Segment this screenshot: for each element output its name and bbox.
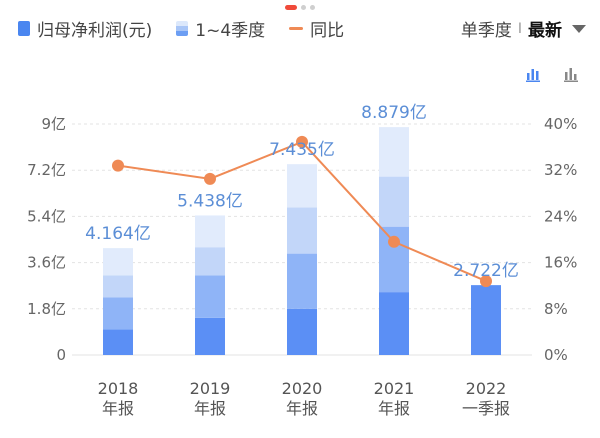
x-tick-label-report: 一季报 [462, 399, 510, 418]
bar-segment-q2 [103, 297, 133, 330]
y-left-tick-label: 9亿 [41, 115, 66, 133]
bar-total-label: 7.435亿 [269, 140, 335, 160]
legend-label-yoy: 同比 [310, 21, 345, 41]
period-selector[interactable]: 单季度 I 最新 [461, 16, 586, 41]
x-tick-label-report: 年报 [102, 399, 134, 418]
yoy-point [296, 135, 308, 148]
y-left-tick-label: 0 [56, 346, 66, 364]
legend-label-quarters: 1~4季度 [195, 21, 266, 41]
legend-item-quarters[interactable]: 1~4季度 [176, 16, 265, 41]
dropdown-caret-icon[interactable] [572, 24, 586, 33]
legend-item-profit[interactable]: 归母净利润(元) [18, 16, 152, 41]
legend-label-profit: 归母净利润(元) [37, 21, 153, 41]
y-left-tick-label: 5.4亿 [27, 207, 66, 225]
bar-total-label: 2.722亿 [453, 261, 519, 281]
bar-segment-q1 [379, 292, 409, 355]
y-right-tick-label: 40% [544, 115, 577, 133]
bar-segment-q3 [103, 275, 133, 298]
x-tick-label-report: 年报 [378, 399, 410, 418]
bar-segment-q4 [287, 164, 317, 208]
chart-legend: 归母净利润(元) 1~4季度 同比 [18, 16, 368, 41]
legend-swatch-quarters [176, 21, 189, 36]
bar-segment-q2 [287, 253, 317, 309]
bar-total-label: 8.879亿 [361, 103, 427, 123]
x-tick-label-year: 2022 [466, 379, 507, 398]
selector-separator: I [517, 20, 522, 37]
legend-item-yoy[interactable]: 同比 [289, 16, 344, 41]
bar-segment-q1 [195, 317, 225, 355]
bar-total-label: 5.438亿 [177, 191, 243, 211]
chart-type-switch [526, 66, 580, 82]
legend-swatch-yoy [289, 27, 304, 30]
y-right-tick-label: 0% [544, 346, 568, 364]
bar-segment-q3 [379, 176, 409, 227]
bar-segment-q1 [287, 308, 317, 355]
bar-segment-q4 [103, 248, 133, 276]
yoy-point [480, 275, 492, 288]
chart-header: 归母净利润(元) 1~4季度 同比 单季度 I 最新 [0, 0, 600, 60]
page-indicator[interactable] [285, 5, 315, 10]
x-tick-label-report: 年报 [286, 399, 318, 418]
bar-segment-q1 [103, 329, 133, 355]
bar-chart-icon[interactable] [526, 66, 542, 82]
bar-segment-q4 [379, 127, 409, 177]
bar-segment-q4 [195, 215, 225, 248]
column-chart-icon[interactable] [564, 66, 580, 82]
yoy-point [204, 172, 216, 185]
bar-segment-q3 [287, 207, 317, 254]
y-right-tick-label: 24% [544, 207, 577, 225]
y-right-tick-label: 16% [544, 254, 577, 272]
y-left-tick-label: 3.6亿 [27, 254, 66, 272]
bar-segment-q3 [195, 247, 225, 276]
x-tick-label-year: 2021 [374, 379, 415, 398]
yoy-point [112, 159, 124, 172]
x-tick-label-year: 2018 [98, 379, 139, 398]
page-dot[interactable] [310, 5, 315, 10]
x-tick-label-report: 年报 [194, 399, 226, 418]
legend-swatch-profit [18, 21, 30, 36]
yoy-point [388, 235, 400, 248]
page-dot[interactable] [301, 5, 306, 10]
x-tick-label-year: 2020 [282, 379, 323, 398]
bar-segment-q2 [195, 275, 225, 318]
y-right-tick-label: 8% [544, 300, 568, 318]
y-right-tick-label: 32% [544, 161, 577, 179]
bar-total-label: 4.164亿 [85, 224, 151, 244]
y-left-tick-label: 1.8亿 [27, 300, 66, 318]
bar-segment-q1 [471, 285, 501, 355]
period-option-quarterly[interactable]: 单季度 [460, 21, 512, 41]
x-tick-label-year: 2019 [190, 379, 231, 398]
period-option-latest[interactable]: 最新 [528, 21, 562, 41]
page-dot-active[interactable] [285, 5, 297, 10]
y-left-tick-label: 7.2亿 [27, 161, 66, 179]
